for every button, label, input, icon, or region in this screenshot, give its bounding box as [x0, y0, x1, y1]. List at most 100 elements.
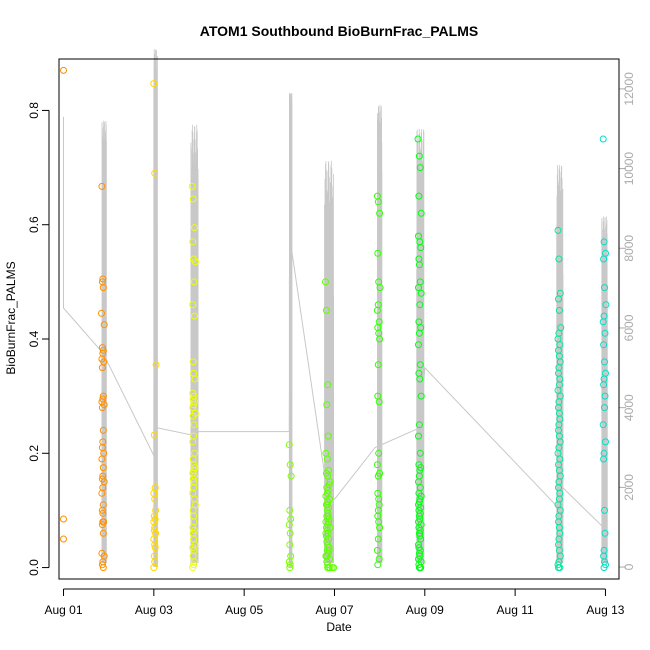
data-point [415, 421, 423, 429]
data-point [416, 449, 424, 457]
data-point [98, 455, 106, 463]
data-point [415, 192, 423, 200]
data-point [415, 284, 422, 292]
data-point [98, 182, 106, 190]
data-point [191, 312, 198, 320]
chart-title: ATOM1 Southbound BioBurnFrac_PALMS [200, 23, 478, 39]
data-point [326, 564, 334, 572]
data-point [191, 501, 199, 509]
data-point [188, 182, 196, 190]
x-tick-label: Aug 01 [44, 603, 82, 617]
data-point [191, 258, 199, 266]
data-point [416, 532, 424, 540]
data-point [376, 335, 384, 343]
data-point [99, 275, 107, 283]
data-point [374, 535, 382, 543]
data-point [151, 495, 159, 503]
y2-tick-label: 0 [622, 563, 636, 570]
data-point [286, 561, 294, 569]
data-point [151, 169, 159, 177]
data-point [324, 472, 332, 480]
data-point [322, 306, 330, 314]
data-point [189, 438, 197, 446]
x-axis-label: Date [326, 620, 352, 634]
data-point [189, 404, 197, 412]
data-point [98, 521, 106, 529]
data-point [150, 80, 158, 88]
data-point [373, 461, 381, 469]
data-point [323, 401, 331, 409]
data-point [99, 564, 107, 572]
plot-frame [58, 58, 620, 580]
data-point [600, 455, 608, 463]
data-point [601, 284, 608, 292]
data-point [416, 375, 424, 383]
data-point [286, 529, 294, 537]
data-point [415, 432, 422, 440]
x-tick-label: Aug 05 [225, 603, 263, 617]
data-point [99, 284, 107, 292]
data-point [189, 238, 197, 246]
data-point [286, 506, 294, 514]
x-tick-label: Aug 09 [406, 603, 444, 617]
data-point [60, 535, 67, 543]
data-point [189, 301, 197, 309]
data-point [601, 506, 608, 514]
data-point [415, 261, 423, 269]
data-point [555, 295, 562, 303]
data-point [98, 561, 106, 569]
x-tick-label: Aug 03 [135, 603, 173, 617]
y2-tick-label: 4000 [622, 394, 636, 421]
y-tick-label: 0.6 [27, 216, 41, 233]
data-point [98, 489, 106, 497]
data-point [60, 515, 67, 523]
data-point [189, 358, 197, 366]
data-point [374, 472, 382, 480]
data-point [416, 361, 424, 369]
data-point [323, 552, 331, 560]
data-point [555, 255, 563, 263]
data-point [152, 361, 160, 369]
data-point [374, 561, 382, 569]
data-point [416, 164, 424, 172]
data-point [376, 284, 384, 292]
data-point [415, 329, 423, 337]
data-point [600, 238, 608, 246]
data-point [600, 381, 608, 389]
altitude-layer [63, 49, 608, 568]
data-point [99, 426, 107, 434]
data-point [99, 346, 107, 354]
y2-tick-label: 12000 [622, 72, 636, 106]
data-point [554, 226, 562, 234]
data-point [599, 135, 607, 143]
data-point [417, 244, 425, 252]
data-point [416, 301, 424, 309]
data-point [100, 552, 108, 560]
data-point [555, 564, 562, 572]
data-point [189, 412, 197, 420]
altitude-cluster [101, 120, 107, 564]
data-point [555, 306, 563, 314]
data-point [323, 501, 331, 509]
data-point [150, 564, 158, 572]
data-point [151, 541, 159, 549]
y-tick-label: 0.0 [27, 559, 41, 576]
data-point [325, 546, 333, 554]
data-point [417, 392, 425, 400]
data-point [602, 438, 609, 446]
data-point [415, 341, 422, 349]
data-point [99, 464, 107, 472]
data-point [323, 455, 331, 463]
data-point [189, 195, 197, 203]
data-point [98, 364, 106, 372]
data-point [600, 341, 608, 349]
data-point [324, 432, 332, 440]
data-point [373, 306, 381, 314]
data-point [324, 486, 332, 494]
data-point [374, 249, 382, 257]
y2-tick-label: 10000 [622, 152, 636, 186]
x-tick-label: Aug 07 [315, 603, 353, 617]
x-tick-label: Aug 13 [586, 603, 624, 617]
data-point [414, 135, 422, 143]
